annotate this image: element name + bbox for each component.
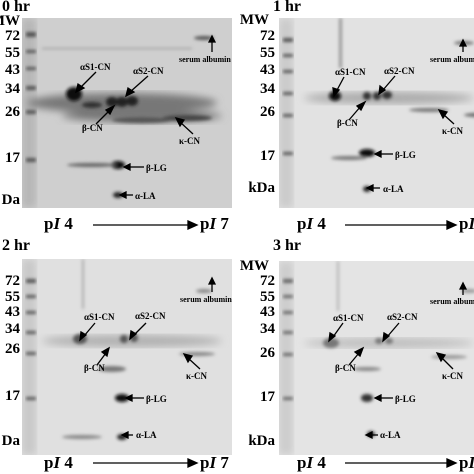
mw-marker-43: 43 xyxy=(260,304,275,320)
mw-marker-43: 43 xyxy=(5,62,20,78)
mw-marker-72: 72 xyxy=(260,273,275,289)
mw-marker-55: 55 xyxy=(5,45,20,61)
label-b-cn: β-CN xyxy=(337,118,358,128)
label-as2-cn: αS2-CN xyxy=(384,66,415,76)
axis-pi-4: pI 4 xyxy=(44,453,73,472)
gel-image xyxy=(22,259,232,455)
axis-pi-7: pI 7 xyxy=(459,453,474,472)
axis-pi-4: pI 4 xyxy=(297,453,326,472)
mw-marker-17: 17 xyxy=(260,148,275,164)
kda-label: Da xyxy=(1,192,20,208)
panel-time-label: 0 hr xyxy=(2,0,30,15)
mw-marker-55: 55 xyxy=(260,45,275,61)
mw-marker-55: 55 xyxy=(260,289,275,305)
label-k-cn: κ-CN xyxy=(186,371,207,381)
mw-marker-17: 17 xyxy=(260,389,275,405)
axis-pi-7: pI 7 xyxy=(459,214,474,233)
mw-marker-26: 26 xyxy=(5,341,20,357)
label-a-la: α-LA xyxy=(136,430,157,440)
label-serum-albumin: serum albumin xyxy=(180,295,232,304)
panel-time-label: 2 hr xyxy=(2,237,30,254)
axis-pi-4: pI 4 xyxy=(297,214,326,233)
label-a-la: α-LA xyxy=(383,184,404,194)
panel-0hr: 0 hr MW xyxy=(0,0,237,237)
label-serum-albumin: serum albumin xyxy=(430,55,474,64)
gel-spots-svg xyxy=(22,18,232,208)
label-b-cn: β-CN xyxy=(335,363,356,373)
mw-marker-17: 17 xyxy=(5,150,20,166)
label-as1-cn: αS1-CN xyxy=(335,67,366,77)
mw-marker-26: 26 xyxy=(5,104,20,120)
mw-marker-72: 72 xyxy=(5,28,20,44)
label-as1-cn: αS1-CN xyxy=(333,313,364,323)
kda-label: Da xyxy=(1,433,20,449)
label-k-cn: κ-CN xyxy=(442,371,463,381)
mw-title: MW xyxy=(239,258,269,274)
mw-marker-26: 26 xyxy=(260,104,275,120)
label-b-lg: β-LG xyxy=(146,163,167,173)
panel-time-label: 1 hr xyxy=(273,0,301,15)
mw-marker-43: 43 xyxy=(260,62,275,78)
label-serum-albumin: serum albumin xyxy=(179,55,231,64)
label-as2-cn: αS2-CN xyxy=(135,311,166,321)
label-a-la: α-LA xyxy=(135,191,156,201)
gel-image xyxy=(22,18,232,208)
label-as1-cn: αS1-CN xyxy=(80,62,111,72)
axis-pi-4: pI 4 xyxy=(44,214,73,233)
panel-3hr: 3 hr MW xyxy=(237,237,474,474)
mw-marker-72: 72 xyxy=(260,28,275,44)
marker-lane xyxy=(26,32,36,162)
annotation-arrows xyxy=(328,281,468,469)
label-k-cn: κ-CN xyxy=(179,136,200,146)
panel-1hr: 1 hr MW xyxy=(237,0,474,237)
label-as1-cn: αS1-CN xyxy=(84,312,115,322)
label-b-lg: β-LG xyxy=(146,394,167,404)
mw-marker-34: 34 xyxy=(260,81,275,97)
axis-pi-7: pI 7 xyxy=(200,214,229,233)
annotation-arrows xyxy=(332,38,468,231)
annotation-arrows xyxy=(75,34,217,231)
label-k-cn: κ-CN xyxy=(442,126,463,136)
mw-marker-34: 34 xyxy=(5,81,20,97)
mw-marker-72: 72 xyxy=(5,273,20,289)
kda-label: kDa xyxy=(248,180,275,196)
mw-marker-55: 55 xyxy=(5,289,20,305)
gel-spots-svg xyxy=(22,259,232,455)
label-b-lg: β-LG xyxy=(395,394,416,404)
mw-title: MW xyxy=(0,13,20,29)
label-a-la: α-LA xyxy=(380,430,401,440)
label-b-lg: β-LG xyxy=(395,150,416,160)
label-as2-cn: αS2-CN xyxy=(387,312,418,322)
label-b-cn: β-CN xyxy=(82,123,103,133)
mw-marker-34: 34 xyxy=(5,321,20,337)
mw-title: MW xyxy=(239,12,269,28)
panel-2hr: 2 hr xyxy=(0,237,237,474)
label-serum-albumin: serum albumin xyxy=(430,297,474,306)
mw-marker-43: 43 xyxy=(5,304,20,320)
mw-marker-17: 17 xyxy=(5,388,20,404)
label-as2-cn: αS2-CN xyxy=(133,66,164,76)
label-b-cn: β-CN xyxy=(84,363,105,373)
annotation-arrows xyxy=(79,276,217,469)
panel-time-label: 3 hr xyxy=(273,237,301,254)
mw-marker-26: 26 xyxy=(260,345,275,361)
kda-label: kDa xyxy=(248,433,275,449)
mw-marker-34: 34 xyxy=(260,321,275,337)
axis-pi-7: pI 7 xyxy=(200,453,229,472)
